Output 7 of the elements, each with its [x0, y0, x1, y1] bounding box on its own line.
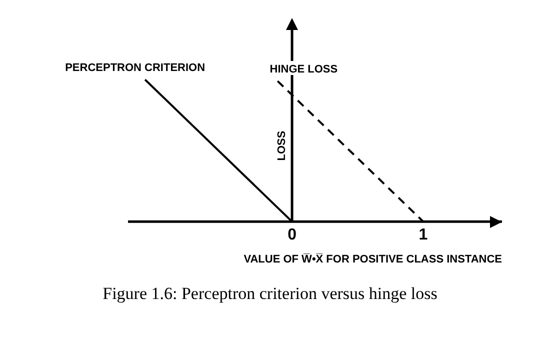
caption: Figure 1.6: Perceptron criterion versus hinge loss	[102, 284, 438, 304]
series-label: PERCEPTRON CRITERION	[65, 62, 206, 74]
y-axis-title: LOSS	[276, 130, 288, 161]
series-label: HINGE LOSS	[270, 64, 338, 76]
x-axis-title: VALUE OF W̅•X̅ FOR POSITIVE CLASS INSTANCE	[244, 252, 502, 266]
x-tick-label: 0	[288, 226, 297, 244]
x-tick-label: 1	[418, 226, 428, 244]
